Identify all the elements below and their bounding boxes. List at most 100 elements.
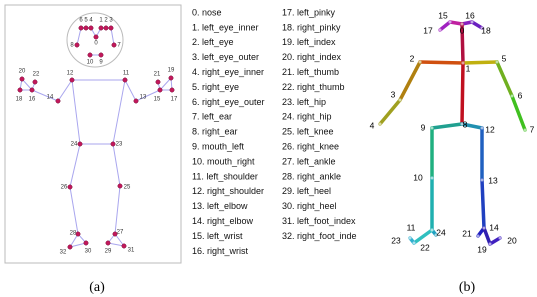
joint-label: 30 (85, 249, 92, 255)
joint (409, 237, 412, 240)
joint-label: 22 (33, 72, 40, 78)
joint-label: 28 (70, 231, 77, 237)
joint (431, 229, 434, 232)
joint (18, 88, 22, 92)
landmark-name: 0. nose (192, 7, 222, 17)
joint (439, 29, 442, 32)
joint (122, 244, 126, 248)
landmark-name: 11. left_shoulder (192, 171, 258, 181)
landmark-name: 3. left_eye_outer (192, 52, 259, 62)
landmark-name: 20. right_index (282, 52, 342, 62)
joint (30, 88, 34, 92)
landmark-name: 13. left_elbow (192, 201, 248, 211)
bone (414, 230, 432, 243)
joint (109, 26, 113, 30)
joint-label: 20 (19, 69, 26, 75)
joint-label: 0 (460, 25, 465, 35)
landmark-name: 17. left_pinky (282, 7, 336, 17)
landmark-name: 6. right_eye_outer (192, 97, 265, 107)
joint-label: 18 (481, 25, 491, 35)
joint-label: 32 (60, 250, 67, 256)
landmark-name: 18. right_pinky (282, 22, 341, 32)
joint-label: 4 (370, 120, 375, 130)
landmark-name: 5. right_eye (192, 82, 239, 92)
joint (134, 99, 138, 103)
bone (400, 62, 420, 100)
joint (111, 142, 115, 146)
landmark-list: 0. nose1. left_eye_inner2. left_eye3. le… (192, 7, 357, 255)
joint (471, 21, 474, 24)
landmark-name: 10. mouth_right (192, 156, 255, 166)
joint-label: 23 (116, 142, 123, 148)
joint-label: 13 (140, 95, 147, 101)
joint-label: 27 (117, 230, 124, 236)
joint (499, 237, 502, 240)
joint (169, 76, 173, 80)
joint (524, 129, 527, 132)
joint (399, 99, 402, 102)
joint (477, 235, 480, 238)
joint (489, 243, 492, 246)
joint-label: 3 (391, 89, 396, 99)
joint (79, 26, 83, 30)
joint (106, 241, 110, 245)
joint (379, 123, 382, 126)
joint-label: 23 (391, 235, 401, 245)
joint (70, 78, 74, 82)
joint-label: 10 (413, 172, 423, 182)
joint (413, 242, 416, 245)
joint-label: 24 (436, 227, 446, 237)
joint (76, 232, 80, 236)
landmark-name: 1. left_eye_inner (192, 22, 259, 32)
joint (33, 80, 37, 84)
joint-label: 17 (423, 25, 433, 35)
bone (420, 62, 463, 63)
joint (75, 43, 79, 47)
joint (483, 227, 486, 230)
landmark-name: 9. mouth_left (192, 141, 245, 151)
joint-label: 19 (168, 68, 175, 74)
joint-label: 14 (489, 222, 499, 232)
joint-label: 29 (105, 249, 112, 255)
joint-label: 21 (462, 228, 472, 238)
joint-label: 24 (71, 142, 78, 148)
joint-label: 17 (171, 97, 178, 103)
figure: 0123456789101112131415161718192021222324… (0, 0, 537, 297)
landmark-name: 19. left_index (282, 37, 336, 47)
joint (84, 26, 88, 30)
joint-label: 8 (463, 119, 468, 129)
joint-label: 25 (124, 185, 131, 191)
landmark-name: 12. right_shoulder (192, 186, 264, 196)
landmark-name: 23. left_hip (282, 97, 326, 107)
landmark-name: 30. right_heel (282, 201, 337, 211)
panel-a-frame (5, 5, 181, 263)
bone (450, 22, 462, 24)
joint-label: 15 (154, 97, 161, 103)
joint (84, 241, 88, 245)
joint (68, 245, 72, 249)
joint-label: 19 (477, 244, 487, 254)
landmark-name: 28. right_ankle (282, 171, 341, 181)
joint (449, 21, 452, 24)
bone (497, 62, 512, 96)
joint (104, 26, 108, 30)
joint (170, 88, 174, 92)
landmark-name: 7. left_ear (192, 112, 232, 122)
joint (94, 35, 98, 39)
joint (20, 77, 24, 81)
landmark-name: 22. right_thumb (282, 82, 345, 92)
landmark-name: 21. left_thumb (282, 67, 339, 77)
joint (99, 53, 103, 57)
joint-label: 6 (518, 90, 523, 100)
joint-label: 22 (420, 242, 430, 252)
joint-label: 1 (466, 63, 471, 73)
joint (88, 53, 92, 57)
bone (380, 100, 400, 124)
landmark-name: 31. left_foot_index (282, 216, 356, 226)
bone (440, 22, 450, 30)
landmark-name: 25. left_knee (282, 127, 334, 137)
joint (431, 177, 434, 180)
joint-label: 13 (488, 175, 498, 185)
joint-label: 11 (123, 71, 130, 77)
